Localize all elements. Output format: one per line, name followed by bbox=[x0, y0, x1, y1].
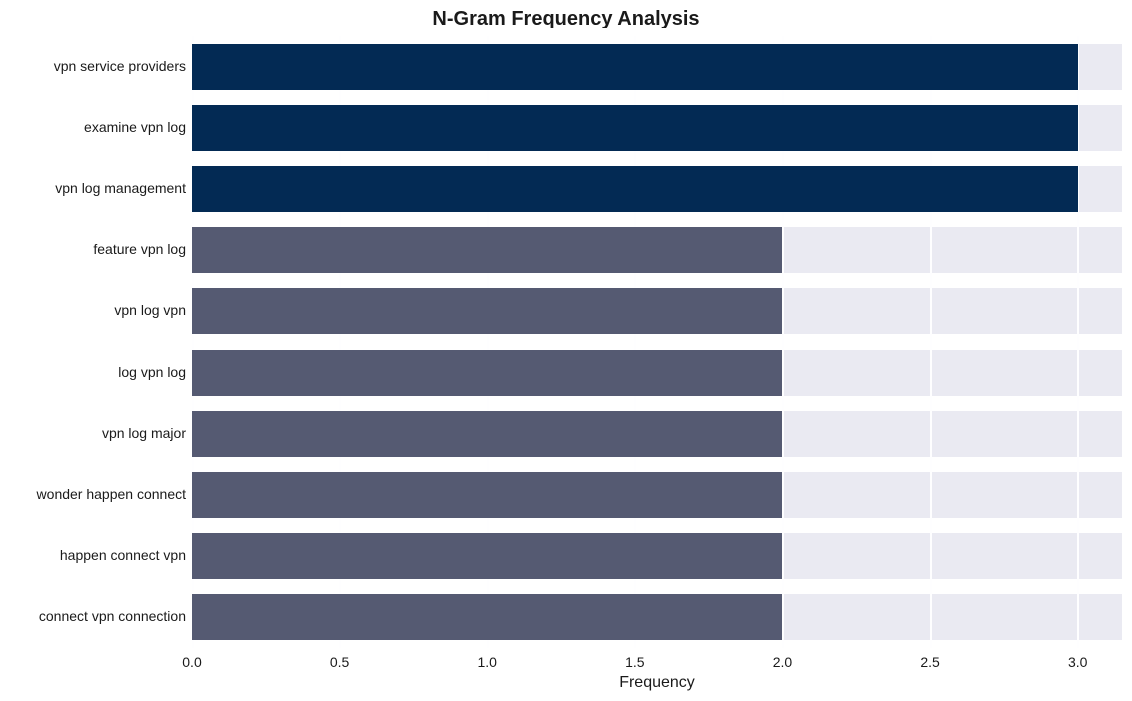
y-tick-label: vpn service providers bbox=[54, 58, 186, 74]
x-tick-label: 2.5 bbox=[920, 654, 939, 670]
bar bbox=[192, 44, 1078, 90]
x-tick-label: 3.0 bbox=[1068, 654, 1087, 670]
x-tick-label: 0.0 bbox=[182, 654, 201, 670]
y-tick-label: feature vpn log bbox=[93, 241, 186, 257]
bar bbox=[192, 472, 782, 518]
row-band bbox=[192, 396, 1122, 411]
bar bbox=[192, 533, 782, 579]
y-tick-label: vpn log vpn bbox=[114, 302, 186, 318]
bar bbox=[192, 411, 782, 457]
bar bbox=[192, 350, 782, 396]
y-tick-label: wonder happen connect bbox=[37, 486, 186, 502]
row-band bbox=[192, 212, 1122, 227]
row-band bbox=[192, 273, 1122, 288]
bar bbox=[192, 227, 782, 273]
y-tick-label: vpn log management bbox=[55, 180, 186, 196]
x-tick-label: 1.0 bbox=[478, 654, 497, 670]
row-band bbox=[192, 334, 1122, 349]
y-tick-label: happen connect vpn bbox=[60, 547, 186, 563]
row-band bbox=[192, 518, 1122, 533]
x-tick-label: 2.0 bbox=[773, 654, 792, 670]
bar bbox=[192, 594, 782, 640]
row-band bbox=[192, 457, 1122, 472]
x-tick-label: 1.5 bbox=[625, 654, 644, 670]
y-tick-label: connect vpn connection bbox=[39, 608, 186, 624]
bar bbox=[192, 105, 1078, 151]
row-band bbox=[192, 579, 1122, 594]
plot-area bbox=[192, 36, 1122, 648]
chart-container: N-Gram Frequency Analysis vpn service pr… bbox=[0, 0, 1132, 701]
y-tick-label: log vpn log bbox=[118, 364, 186, 380]
y-tick-label: vpn log major bbox=[102, 425, 186, 441]
row-band bbox=[192, 90, 1122, 105]
y-tick-label: examine vpn log bbox=[84, 119, 186, 135]
x-tick-label: 0.5 bbox=[330, 654, 349, 670]
row-band bbox=[192, 28, 1122, 43]
row-band bbox=[192, 151, 1122, 166]
bar bbox=[192, 288, 782, 334]
bar bbox=[192, 166, 1078, 212]
x-axis-label: Frequency bbox=[192, 674, 1122, 692]
